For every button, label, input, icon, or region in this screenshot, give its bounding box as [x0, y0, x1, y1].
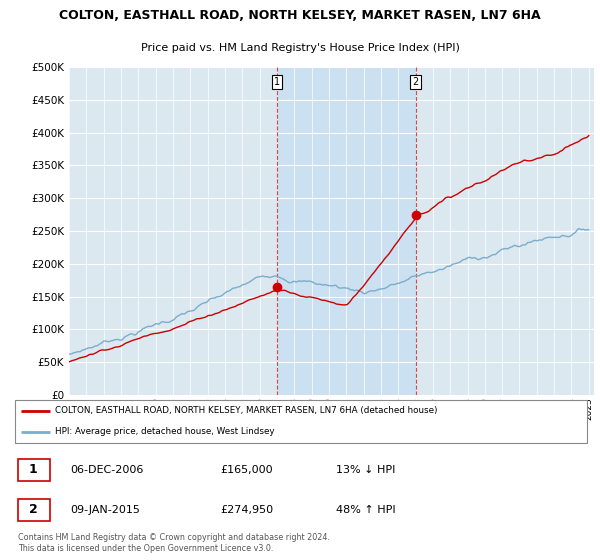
- Text: 2: 2: [29, 503, 38, 516]
- Text: HPI: Average price, detached house, West Lindsey: HPI: Average price, detached house, West…: [55, 427, 275, 436]
- Text: 2: 2: [412, 77, 419, 87]
- Text: 48% ↑ HPI: 48% ↑ HPI: [336, 505, 396, 515]
- Text: £165,000: £165,000: [220, 465, 273, 475]
- Bar: [277, 67, 416, 395]
- Text: Price paid vs. HM Land Registry's House Price Index (HPI): Price paid vs. HM Land Registry's House …: [140, 43, 460, 53]
- Text: COLTON, EASTHALL ROAD, NORTH KELSEY, MARKET RASEN, LN7 6HA: COLTON, EASTHALL ROAD, NORTH KELSEY, MAR…: [59, 10, 541, 22]
- Text: 13% ↓ HPI: 13% ↓ HPI: [336, 465, 395, 475]
- FancyBboxPatch shape: [18, 459, 50, 481]
- FancyBboxPatch shape: [18, 498, 50, 521]
- Text: 1: 1: [29, 463, 38, 477]
- Text: 09-JAN-2015: 09-JAN-2015: [70, 505, 140, 515]
- Text: COLTON, EASTHALL ROAD, NORTH KELSEY, MARKET RASEN, LN7 6HA (detached house): COLTON, EASTHALL ROAD, NORTH KELSEY, MAR…: [55, 407, 438, 416]
- Text: 1: 1: [274, 77, 280, 87]
- FancyBboxPatch shape: [15, 399, 587, 444]
- Text: Contains HM Land Registry data © Crown copyright and database right 2024.
This d: Contains HM Land Registry data © Crown c…: [18, 533, 329, 553]
- Text: £274,950: £274,950: [220, 505, 274, 515]
- Text: 06-DEC-2006: 06-DEC-2006: [70, 465, 143, 475]
